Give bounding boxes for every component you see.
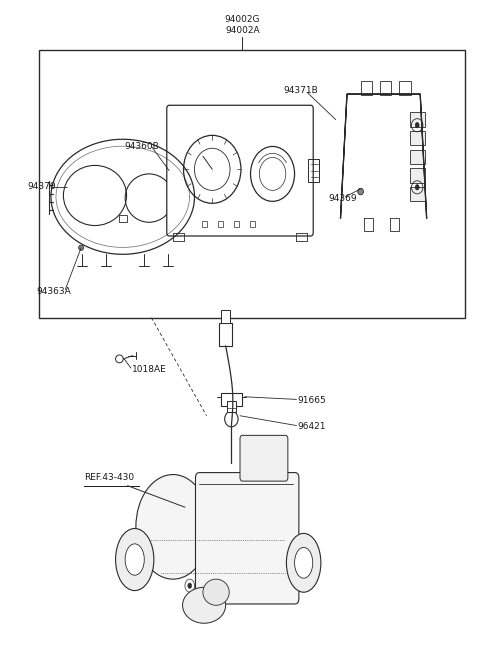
Bar — [410, 187, 425, 201]
Bar — [410, 168, 425, 183]
Ellipse shape — [182, 588, 226, 624]
Bar — [410, 113, 425, 127]
Ellipse shape — [287, 533, 321, 592]
Ellipse shape — [125, 544, 144, 575]
Ellipse shape — [225, 411, 238, 427]
Text: 1018AE: 1018AE — [132, 365, 167, 375]
Text: 96421: 96421 — [298, 422, 326, 432]
Text: 94370: 94370 — [27, 183, 56, 191]
Ellipse shape — [415, 185, 419, 190]
Ellipse shape — [203, 579, 229, 605]
Text: 94369: 94369 — [328, 194, 357, 202]
Bar — [221, 310, 230, 323]
Bar — [202, 221, 207, 227]
FancyBboxPatch shape — [195, 473, 299, 604]
Ellipse shape — [188, 583, 192, 588]
Ellipse shape — [358, 188, 363, 195]
Bar — [119, 215, 127, 221]
Bar — [217, 221, 223, 227]
Ellipse shape — [136, 475, 210, 579]
Text: 94363A: 94363A — [36, 287, 72, 296]
Bar — [39, 50, 465, 318]
Text: 94002G
94002A: 94002G 94002A — [225, 15, 260, 35]
Bar — [250, 221, 255, 227]
Ellipse shape — [264, 504, 268, 510]
Ellipse shape — [295, 548, 313, 578]
Bar — [234, 221, 240, 227]
Ellipse shape — [284, 583, 288, 588]
Polygon shape — [340, 94, 427, 218]
Bar — [360, 81, 372, 96]
Bar — [410, 131, 425, 145]
Text: REF.43-430: REF.43-430 — [84, 474, 134, 482]
Bar — [380, 81, 392, 96]
Ellipse shape — [214, 498, 218, 503]
Bar — [219, 323, 232, 346]
Bar — [309, 159, 319, 182]
Ellipse shape — [79, 245, 84, 250]
Text: 94371B: 94371B — [283, 86, 318, 96]
Ellipse shape — [155, 501, 158, 506]
FancyBboxPatch shape — [167, 105, 313, 236]
Text: 94360B: 94360B — [124, 142, 159, 151]
FancyBboxPatch shape — [240, 436, 288, 481]
Bar — [221, 393, 242, 406]
Bar — [227, 401, 236, 413]
Text: 91665: 91665 — [298, 396, 326, 405]
Ellipse shape — [116, 529, 154, 591]
Bar — [399, 81, 411, 96]
Ellipse shape — [415, 122, 419, 128]
Bar — [410, 150, 425, 164]
